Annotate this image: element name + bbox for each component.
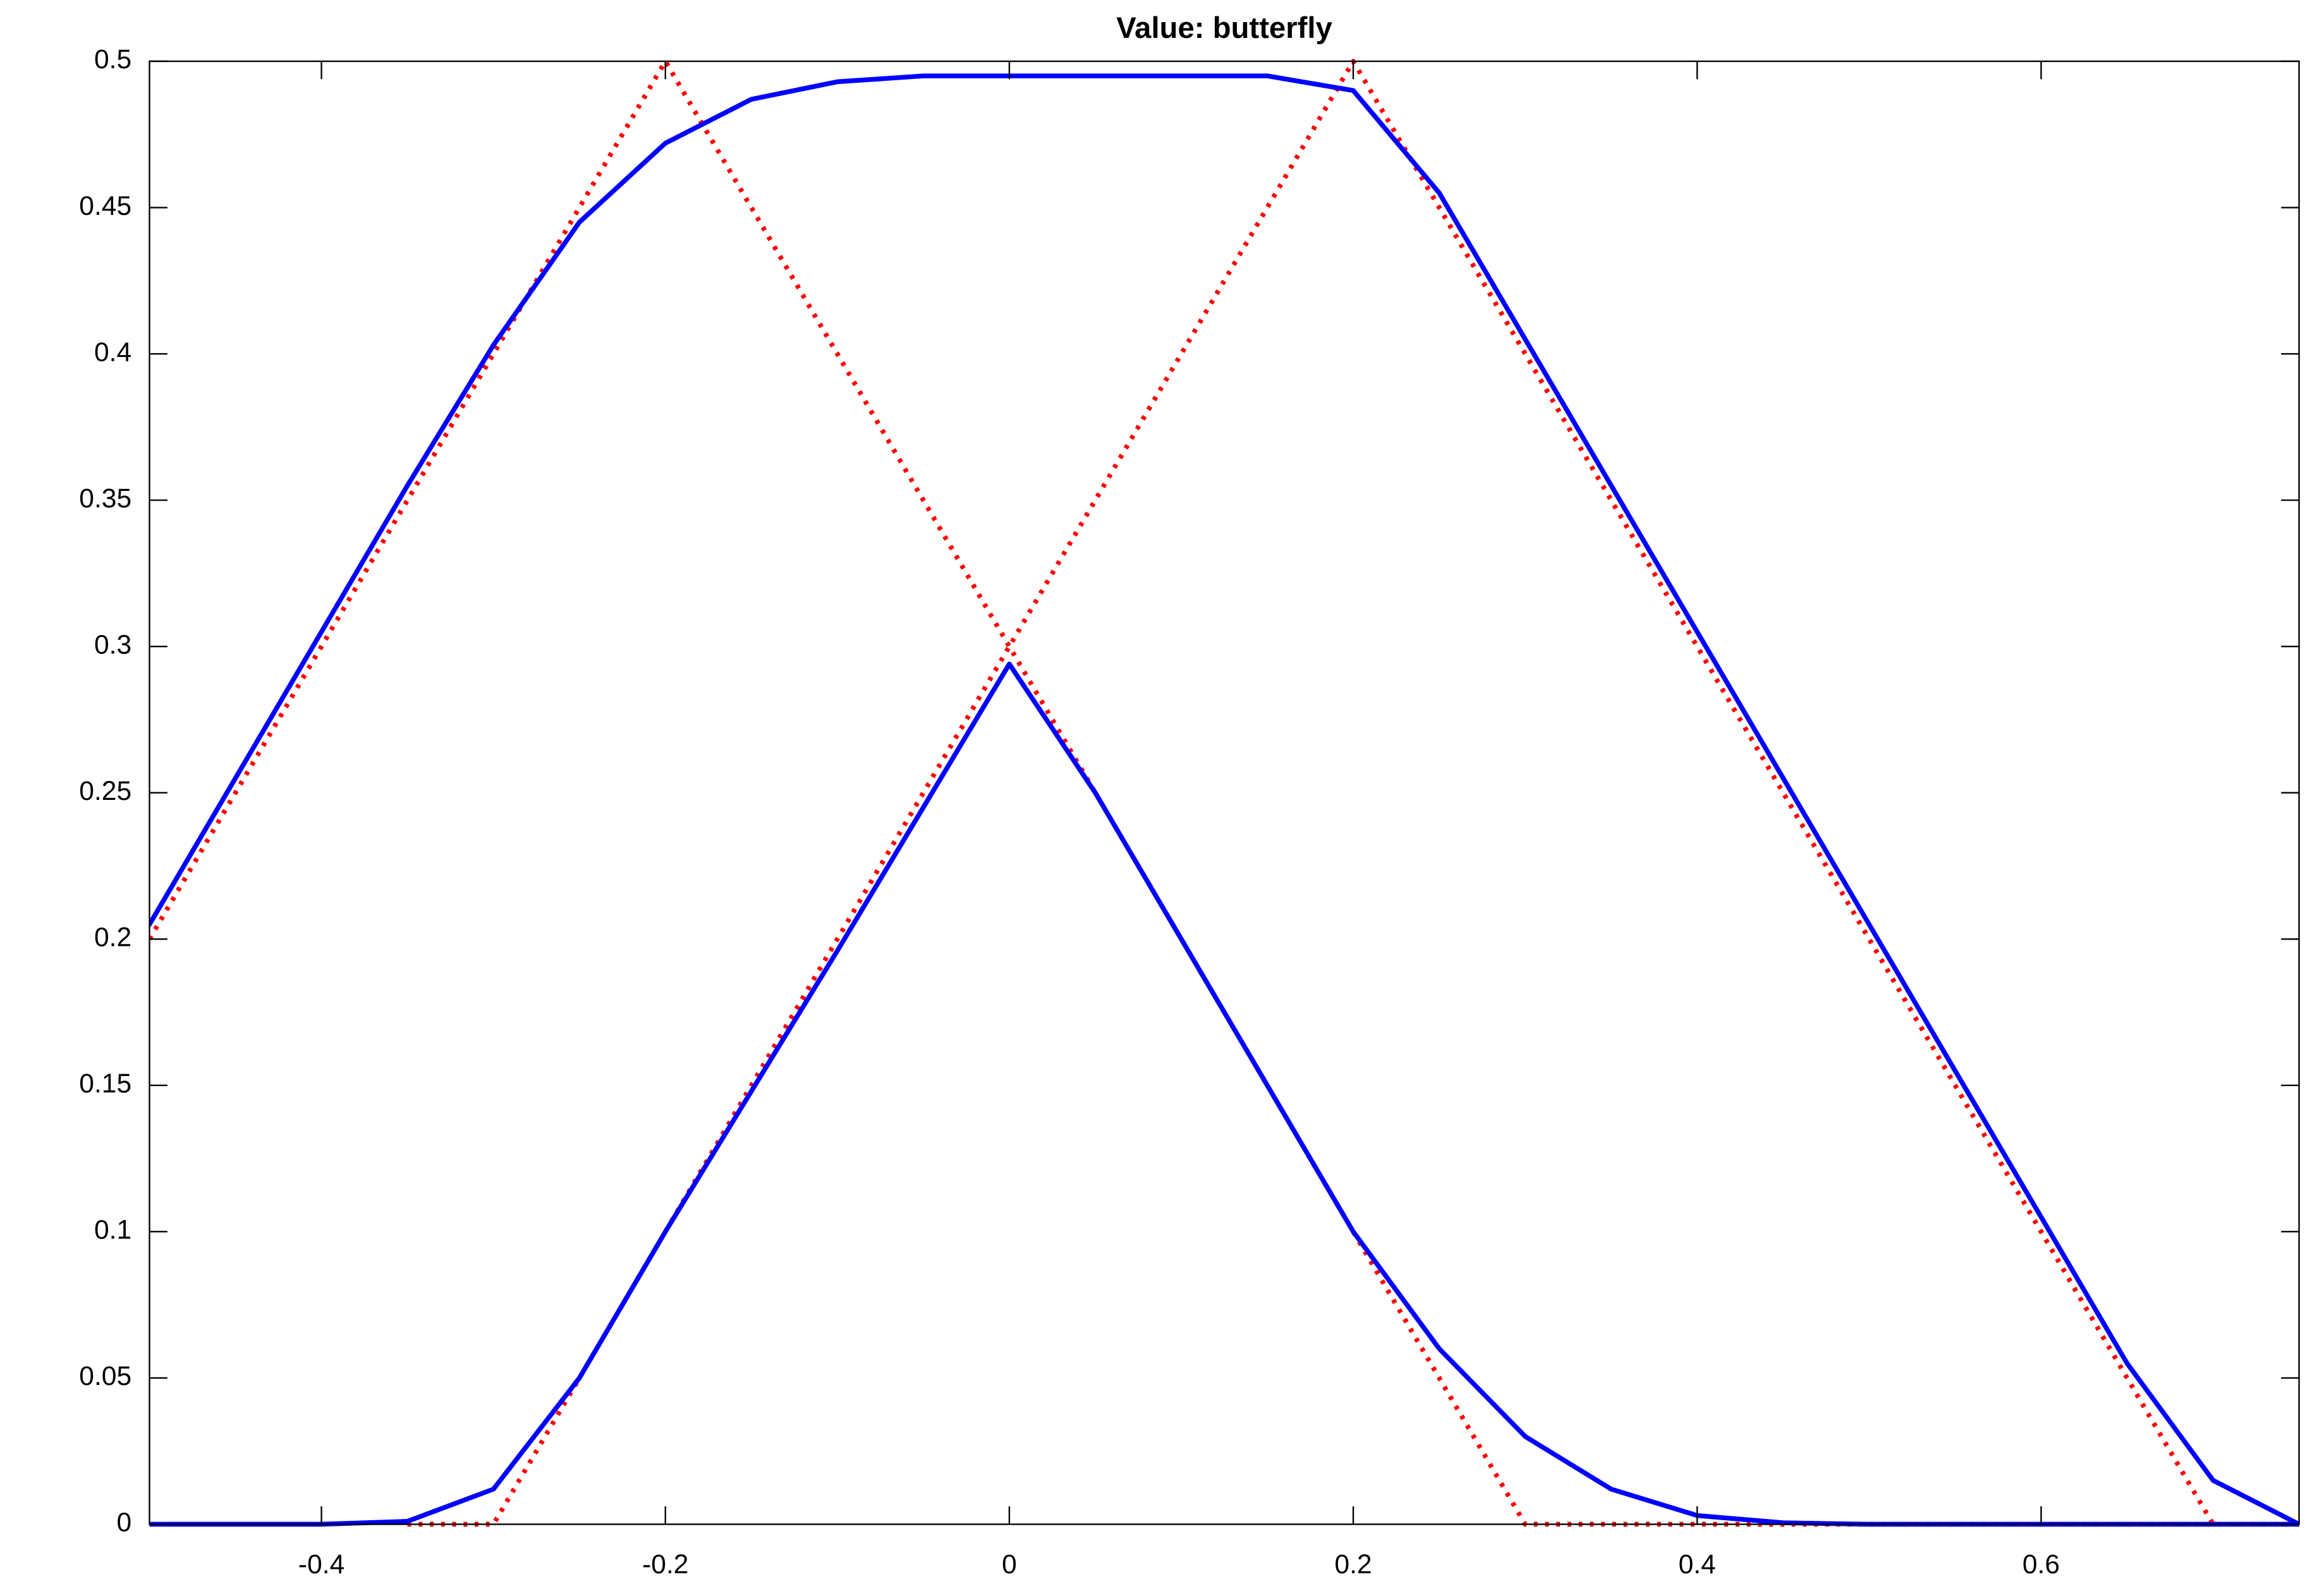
data-line	[149, 662, 2299, 1527]
y-tick-label: 0.4	[94, 337, 131, 367]
y-tick-label: 0.25	[79, 776, 131, 806]
y-tick-label: 0.5	[94, 44, 131, 75]
plot-frame	[149, 60, 2300, 1525]
x-tick-label: -0.2	[642, 1549, 688, 1580]
x-tick-label: 0.6	[2022, 1549, 2060, 1580]
x-tick-label: 0.4	[1679, 1549, 1716, 1580]
data-line	[407, 59, 2215, 1527]
y-tick-label: 0.1	[94, 1215, 131, 1245]
y-tick-label: 0	[116, 1508, 131, 1538]
y-tick-label: 0.35	[79, 483, 131, 514]
chart-title: Value: butterfly	[1116, 11, 1332, 45]
y-tick-label: 0.15	[79, 1068, 131, 1099]
y-tick-label: 0.45	[79, 191, 131, 221]
y-tick-label: 0.3	[94, 629, 131, 660]
y-tick-label: 0.05	[79, 1361, 131, 1391]
data-line	[149, 73, 2299, 1527]
x-tick-label: 0	[1002, 1549, 1017, 1580]
y-tick-label: 0.2	[94, 922, 131, 953]
x-tick-label: 0.2	[1335, 1549, 1372, 1580]
data-line	[149, 59, 2299, 1527]
x-tick-label: -0.4	[298, 1549, 344, 1580]
